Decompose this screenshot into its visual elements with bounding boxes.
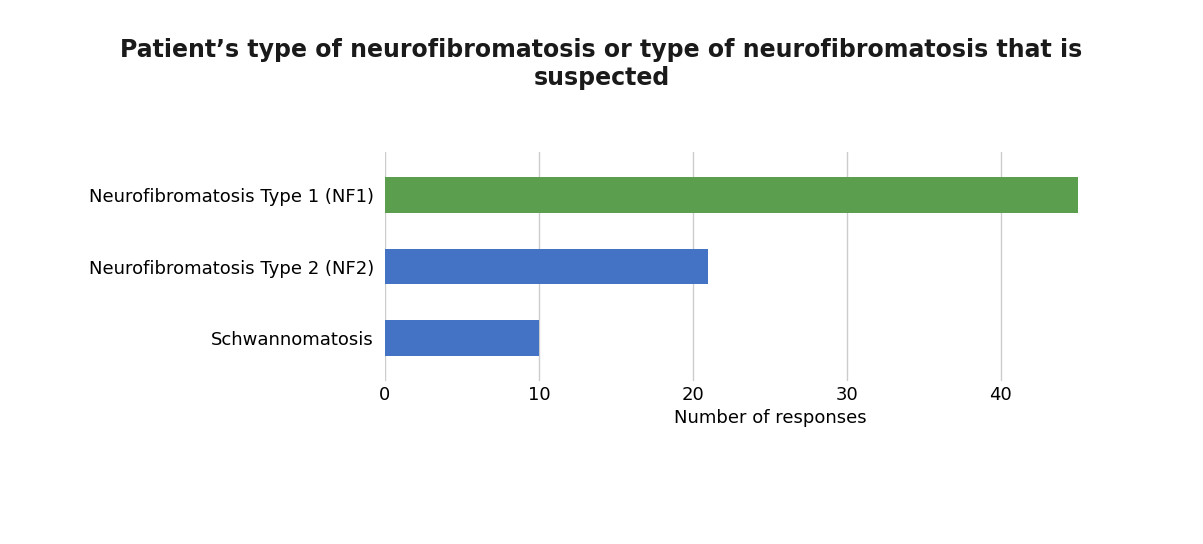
X-axis label: Number of responses: Number of responses [674,409,866,427]
Bar [385,249,709,285]
Bar [385,177,1078,213]
Text: Patient’s type of neurofibromatosis or type of neurofibromatosis that is
suspect: Patient’s type of neurofibromatosis or t… [120,38,1083,90]
Bar [385,320,539,356]
